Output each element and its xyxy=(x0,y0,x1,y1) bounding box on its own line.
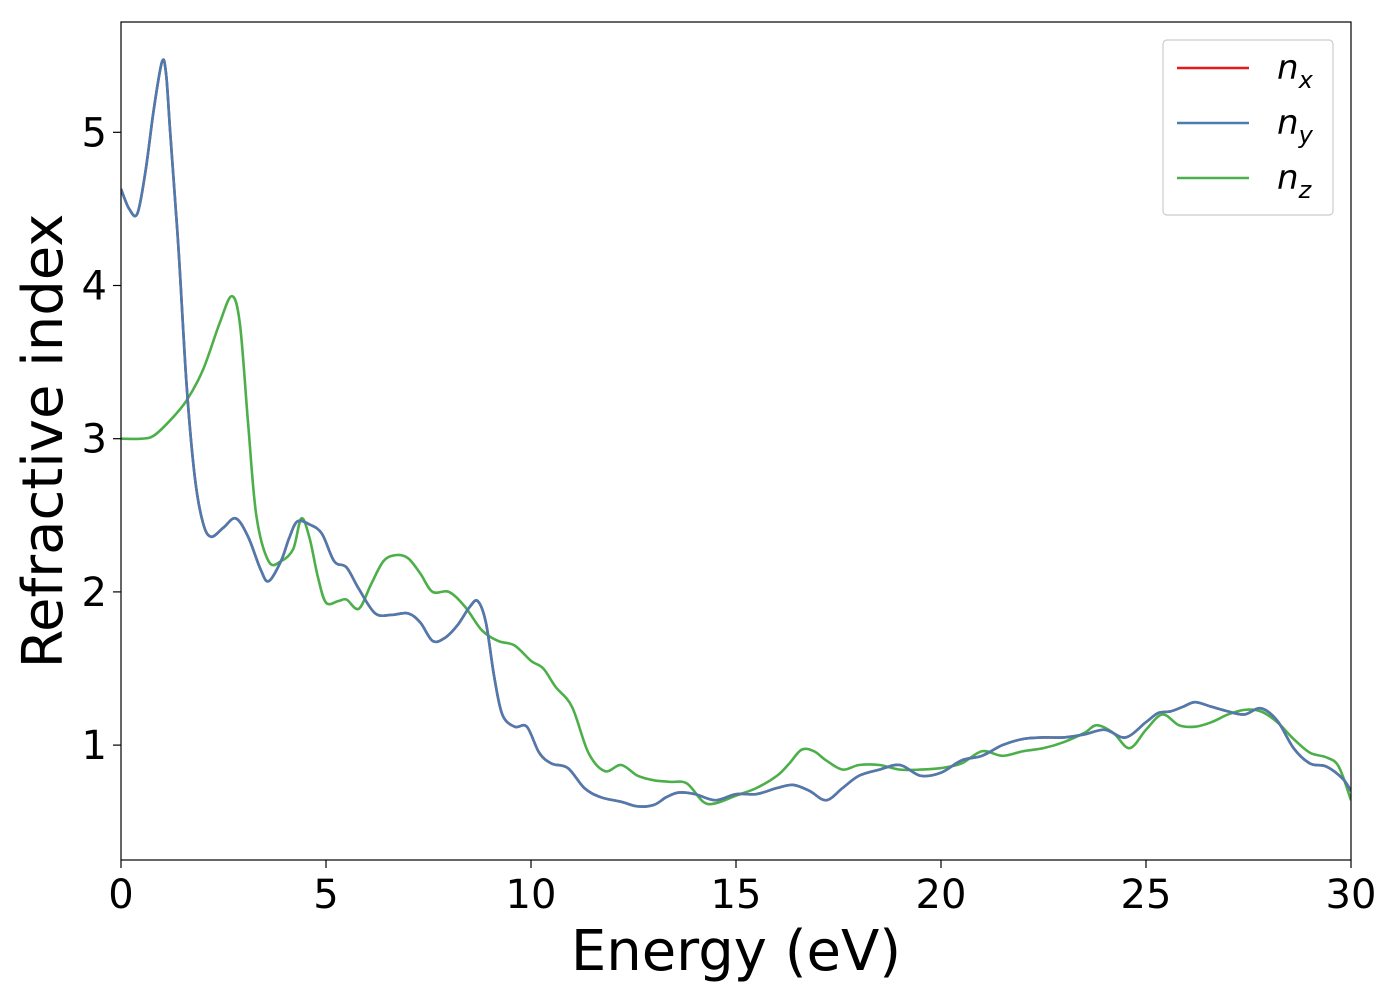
legend-label-n-y: ny xyxy=(1277,103,1314,149)
y-tick-label: 4 xyxy=(82,264,107,310)
series-line-n-y xyxy=(121,58,1351,808)
x-tick-label: 30 xyxy=(1326,872,1377,918)
y-tick-label: 5 xyxy=(82,110,107,156)
x-axis-title: Energy (eV) xyxy=(571,919,901,984)
x-tick-label: 10 xyxy=(506,872,557,918)
x-tick-label: 20 xyxy=(916,872,967,918)
x-tick-label: 25 xyxy=(1121,872,1172,918)
y-tick-label: 2 xyxy=(82,570,107,616)
legend-label-n-x: nx xyxy=(1277,48,1314,94)
legend: nx ny nz xyxy=(1162,39,1334,216)
x-tick-label: 15 xyxy=(711,872,762,918)
series-line-n-z xyxy=(121,294,1351,806)
axis-ticks: 0 5 10 15 20 25 30 1 2 3 4 5 xyxy=(82,110,1377,918)
legend-label-n-z: nz xyxy=(1277,158,1313,204)
legend-box xyxy=(1162,39,1334,216)
y-axis-title: Refractive index xyxy=(11,214,76,669)
x-tick-label: 0 xyxy=(108,872,133,918)
y-tick-label: 1 xyxy=(82,723,107,769)
x-tick-label: 5 xyxy=(313,872,338,918)
y-tick-label: 3 xyxy=(82,417,107,463)
